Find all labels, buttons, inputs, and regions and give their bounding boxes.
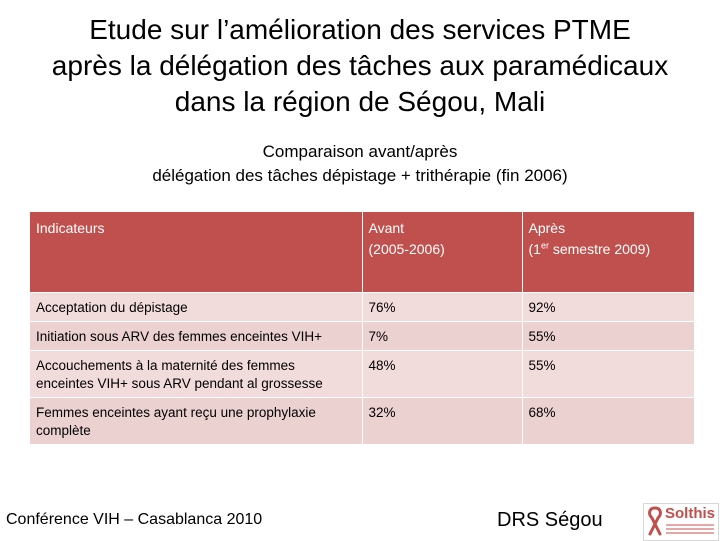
table-row: Accouchements à la maternité des femmes …: [30, 350, 695, 398]
table-row: Femmes enceintes ayant reçu une prophyla…: [30, 397, 695, 445]
title-line-1: Etude sur l’amélioration des services PT…: [89, 14, 631, 45]
header-apres-period-pre: (1: [528, 241, 541, 257]
subtitle-line-1: Comparaison avant/après: [262, 142, 458, 161]
apres-cell: 92%: [522, 292, 695, 322]
header-avant-period: (2005-2006): [368, 241, 445, 257]
apres-cell: 68%: [522, 397, 695, 445]
table-row: Initiation sous ARV des femmes enceintes…: [30, 321, 695, 351]
slide-subtitle: Comparaison avant/après délégation des t…: [60, 140, 660, 188]
title-line-3: dans la région de Ségou, Mali: [174, 86, 546, 117]
avant-cell: 48%: [362, 350, 523, 398]
indicator-cell: Initiation sous ARV des femmes enceintes…: [30, 321, 363, 351]
header-apres-label: Après: [528, 220, 566, 236]
apres-cell: 55%: [522, 321, 695, 351]
header-avant: Avant (2005-2006): [362, 212, 523, 293]
indicators-table: Indicateurs Avant (2005-2006) Après (1er…: [30, 212, 695, 445]
organization-footer: DRS Ségou: [497, 509, 603, 531]
header-avant-label: Avant: [368, 220, 405, 236]
header-apres: Après (1er semestre 2009): [522, 212, 695, 293]
indicator-cell: Femmes enceintes ayant reçu une prophyla…: [30, 397, 363, 445]
subtitle-line-2: délégation des tâches dépistage + trithé…: [152, 166, 568, 185]
avant-cell: 76%: [362, 292, 523, 322]
solthis-logo: Solthis: [643, 503, 719, 541]
logo-text: Solthis: [665, 505, 716, 522]
header-indicateurs: Indicateurs: [30, 212, 363, 293]
conference-footer: Conférence VIH – Casablanca 2010: [6, 511, 263, 528]
slide-title: Etude sur l’amélioration des services PT…: [20, 12, 700, 120]
apres-cell: 55%: [522, 350, 695, 398]
avant-cell: 32%: [362, 397, 523, 445]
table-row: Acceptation du dépistage 76% 92%: [30, 292, 695, 322]
indicator-cell: Accouchements à la maternité des femmes …: [30, 350, 363, 398]
header-apres-period-post: semestre 2009): [548, 241, 651, 257]
title-line-2: après la délégation des tâches aux param…: [51, 50, 669, 81]
logo-tagline-lines: [666, 524, 714, 536]
header-apres-period: (1er semestre 2009): [529, 239, 688, 260]
table-header-row: Indicateurs Avant (2005-2006) Après (1er…: [30, 212, 695, 293]
header-apres-period-sup: er: [540, 240, 549, 251]
indicator-cell: Acceptation du dépistage: [30, 292, 363, 322]
ribbon-icon: [648, 506, 662, 536]
avant-cell: 7%: [362, 321, 523, 351]
